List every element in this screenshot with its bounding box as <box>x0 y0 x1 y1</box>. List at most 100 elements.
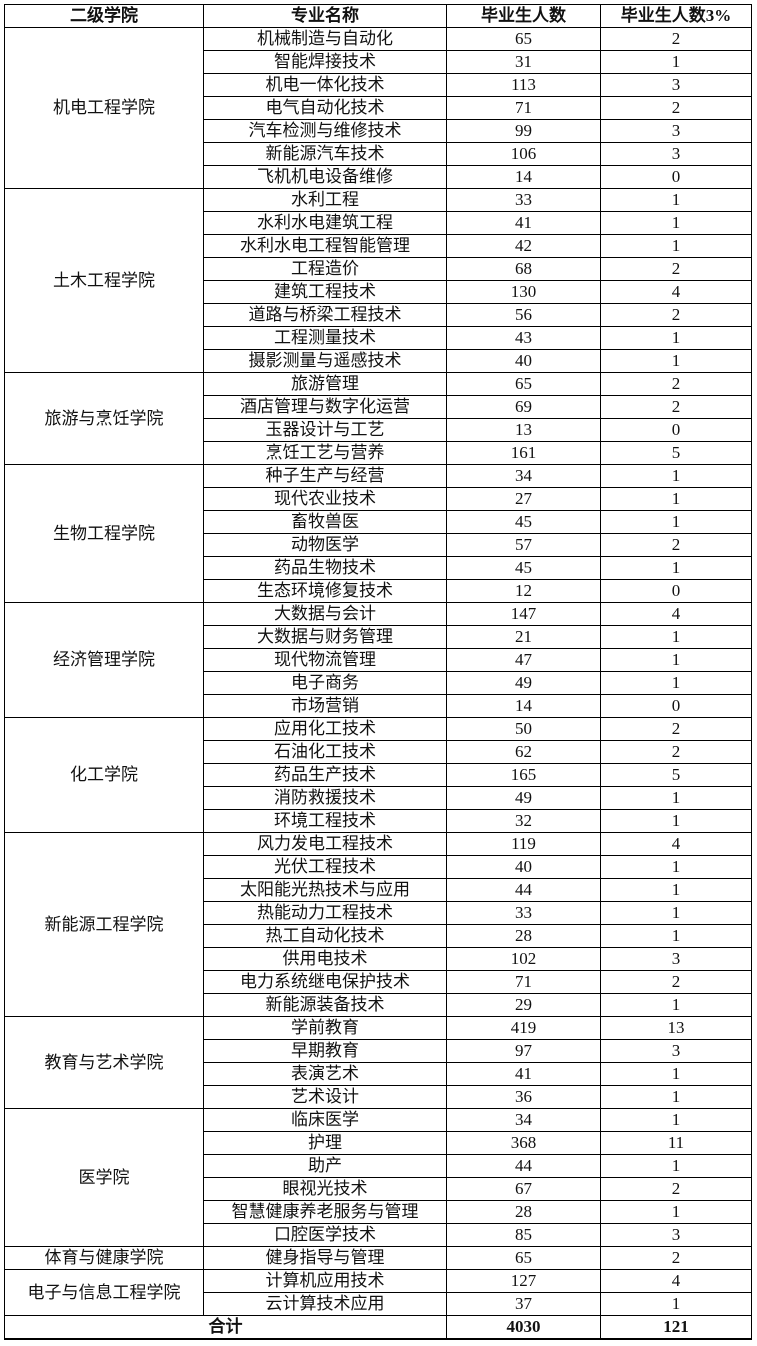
table-row: 教育与艺术学院 学前教育 419 13 <box>4 1016 752 1109</box>
table-row: 口腔医学技术 85 3 <box>5 1223 752 1247</box>
table-row: 化工学院 应用化工技术 50 2 <box>4 717 752 833</box>
graduates-cell: 37 <box>446 1292 601 1316</box>
three-percent-cell: 2 <box>600 27 752 51</box>
major-name-cell: 电子商务 <box>203 671 447 695</box>
table-row: 眼视光技术 67 2 <box>5 1177 752 1201</box>
table-row: 医学院 临床医学 34 1 <box>4 1108 752 1247</box>
major-name-cell: 热工自动化技术 <box>203 924 447 948</box>
three-percent-cell: 4 <box>600 1269 752 1293</box>
college-cell: 经济管理学院 <box>4 602 204 718</box>
graduates-cell: 40 <box>446 349 601 373</box>
graduates-cell: 67 <box>446 1177 601 1201</box>
major-name-cell: 新能源汽车技术 <box>203 142 447 166</box>
major-name-cell: 新能源装备技术 <box>203 993 447 1017</box>
major-name-cell: 消防救援技术 <box>203 786 447 810</box>
three-percent-cell: 1 <box>600 648 752 672</box>
major-name-cell: 艺术设计 <box>203 1085 447 1109</box>
graduate-table: 二级学院 专业名称 毕业生人数 毕业生人数3% 机电工程学院 机械制造与自动化 65… <box>4 4 752 1340</box>
header-three-percent: 毕业生人数3% <box>600 4 752 28</box>
major-name-cell: 畜牧兽医 <box>203 510 447 534</box>
major-name-cell: 工程造价 <box>203 257 447 281</box>
graduates-cell: 21 <box>446 625 601 649</box>
table-row: 新能源装备技术 29 1 <box>5 993 752 1017</box>
major-name-cell: 种子生产与经营 <box>203 464 447 488</box>
major-name-cell: 药品生物技术 <box>203 556 447 580</box>
table-row: 药品生产技术 165 5 <box>5 763 752 787</box>
college-cell: 体育与健康学院 <box>4 1246 204 1270</box>
graduates-cell: 44 <box>446 1154 601 1178</box>
table-row: 新能源工程学院 风力发电工程技术 119 4 <box>4 832 752 1017</box>
table-row: 智慧健康养老服务与管理 28 1 <box>5 1200 752 1224</box>
major-name-cell: 酒店管理与数字化运营 <box>203 395 447 419</box>
table-row: 药品生物技术 45 1 <box>5 556 752 580</box>
table-row: 艺术设计 36 1 <box>5 1085 752 1109</box>
major-name-cell: 口腔医学技术 <box>203 1223 447 1247</box>
table-row: 光伏工程技术 40 1 <box>5 855 752 879</box>
graduates-cell: 65 <box>446 27 601 51</box>
table-row: 酒店管理与数字化运营 69 2 <box>5 395 752 419</box>
header-major: 专业名称 <box>203 4 447 28</box>
table-row: 电子商务 49 1 <box>5 671 752 695</box>
graduates-cell: 12 <box>446 579 601 603</box>
college-cell: 机电工程学院 <box>4 27 204 189</box>
three-percent-cell: 2 <box>600 257 752 281</box>
major-name-cell: 大数据与财务管理 <box>203 625 447 649</box>
table-row: 市场营销 14 0 <box>5 694 752 718</box>
major-name-cell: 临床医学 <box>203 1108 447 1132</box>
table-row: 现代农业技术 27 1 <box>5 487 752 511</box>
table-row: 电力系统继电保护技术 71 2 <box>5 970 752 994</box>
graduates-cell: 45 <box>446 556 601 580</box>
three-percent-cell: 2 <box>600 372 752 396</box>
major-name-cell: 表演艺术 <box>203 1062 447 1086</box>
major-name-cell: 供用电技术 <box>203 947 447 971</box>
graduates-cell: 34 <box>446 464 601 488</box>
major-name-cell: 动物医学 <box>203 533 447 557</box>
three-percent-cell: 1 <box>600 1062 752 1086</box>
graduates-cell: 147 <box>446 602 601 626</box>
graduates-cell: 69 <box>446 395 601 419</box>
major-name-cell: 机电一体化技术 <box>203 73 447 97</box>
total-label: 合计 <box>4 1315 447 1340</box>
three-percent-cell: 4 <box>600 280 752 304</box>
major-name-cell: 烹饪工艺与营养 <box>203 441 447 465</box>
graduates-cell: 130 <box>446 280 601 304</box>
table-row: 旅游与烹饪学院 旅游管理 65 2 <box>4 372 752 465</box>
three-percent-cell: 1 <box>600 510 752 534</box>
college-cell: 新能源工程学院 <box>4 832 204 1017</box>
graduates-cell: 99 <box>446 119 601 143</box>
major-name-cell: 光伏工程技术 <box>203 855 447 879</box>
graduates-cell: 14 <box>446 165 601 189</box>
major-name-cell: 机械制造与自动化 <box>203 27 447 51</box>
major-name-cell: 现代农业技术 <box>203 487 447 511</box>
graduates-cell: 43 <box>446 326 601 350</box>
table-row: 道路与桥梁工程技术 56 2 <box>5 303 752 327</box>
three-percent-cell: 2 <box>600 303 752 327</box>
graduates-cell: 68 <box>446 257 601 281</box>
three-percent-cell: 1 <box>600 188 752 212</box>
graduates-cell: 32 <box>446 809 601 833</box>
major-name-cell: 药品生产技术 <box>203 763 447 787</box>
major-name-cell: 道路与桥梁工程技术 <box>203 303 447 327</box>
major-name-cell: 风力发电工程技术 <box>203 832 447 856</box>
graduates-cell: 27 <box>446 487 601 511</box>
three-percent-cell: 3 <box>600 73 752 97</box>
table-row: 建筑工程技术 130 4 <box>5 280 752 304</box>
college-cell: 土木工程学院 <box>4 188 204 373</box>
three-percent-cell: 1 <box>600 878 752 902</box>
graduates-cell: 45 <box>446 510 601 534</box>
major-name-cell: 建筑工程技术 <box>203 280 447 304</box>
three-percent-cell: 0 <box>600 579 752 603</box>
three-percent-cell: 1 <box>600 1085 752 1109</box>
major-name-cell: 计算机应用技术 <box>203 1269 447 1293</box>
major-name-cell: 护理 <box>203 1131 447 1155</box>
three-percent-cell: 2 <box>600 533 752 557</box>
graduates-cell: 31 <box>446 50 601 74</box>
table-row: 摄影测量与遥感技术 40 1 <box>5 349 752 373</box>
table-row: 烹饪工艺与营养 161 5 <box>5 441 752 465</box>
graduates-cell: 85 <box>446 1223 601 1247</box>
three-percent-cell: 1 <box>600 464 752 488</box>
graduates-cell: 106 <box>446 142 601 166</box>
graduates-cell: 41 <box>446 211 601 235</box>
major-name-cell: 玉器设计与工艺 <box>203 418 447 442</box>
table-row: 生态环境修复技术 12 0 <box>5 579 752 603</box>
